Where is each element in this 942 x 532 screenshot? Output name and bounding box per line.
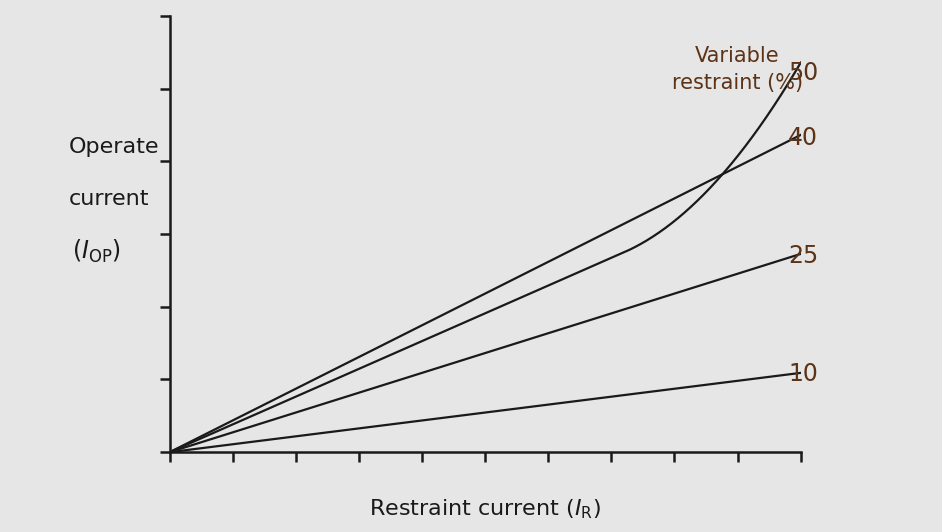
Text: Restraint current ($I_{\rm R}$): Restraint current ($I_{\rm R}$) [369, 497, 601, 521]
Text: 50: 50 [788, 61, 819, 85]
Text: 40: 40 [788, 126, 818, 150]
Text: Variable
restraint (%): Variable restraint (%) [672, 46, 804, 93]
Text: current: current [69, 189, 149, 209]
Text: 25: 25 [788, 244, 819, 268]
Text: $(I_{\rm OP})$: $(I_{\rm OP})$ [72, 238, 121, 265]
Text: Operate: Operate [69, 137, 159, 157]
Text: 10: 10 [788, 362, 818, 386]
